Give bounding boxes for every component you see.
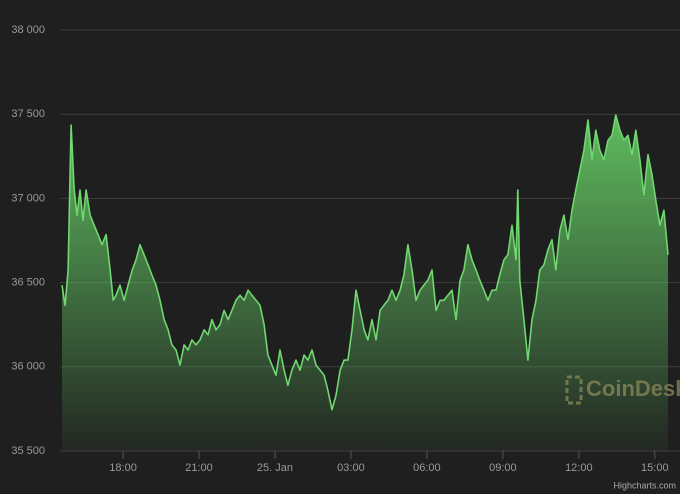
plot [61, 114, 669, 451]
area-fill [62, 115, 668, 451]
y-tick-label: 36 000 [11, 361, 45, 373]
x-tick-label: 09:00 [489, 462, 517, 474]
x-tick-label: 03:00 [337, 462, 365, 474]
watermark-logo [565, 375, 583, 405]
credits: Highcharts.com [613, 480, 676, 490]
x-tick-label: 15:00 [641, 462, 669, 474]
y-tick-label: 36 500 [11, 277, 45, 289]
x-tick-label: 06:00 [413, 462, 441, 474]
x-tick-label: 18:00 [109, 462, 137, 474]
x-tick-label: 12:00 [565, 462, 593, 474]
y-tick-label: 37 000 [11, 192, 45, 204]
watermark: CoinDesk [586, 376, 680, 401]
x-tick-label: 25. Jan [257, 462, 293, 474]
y-tick-label: 35 500 [11, 445, 45, 457]
y-tick-label: 38 000 [11, 24, 45, 36]
x-tick-label: 21:00 [185, 462, 213, 474]
y-tick-label: 37 500 [11, 108, 45, 120]
axes: 35 500 36 000 36 500 37 000 37 500 38 000 18:0… [11, 24, 668, 474]
price-line [61, 114, 669, 411]
